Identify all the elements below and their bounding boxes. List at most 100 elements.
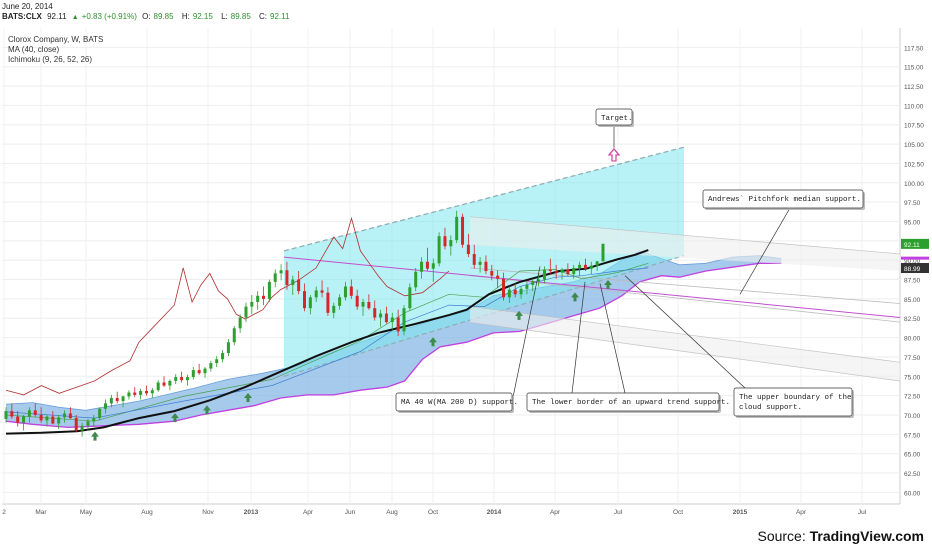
candle-body[interactable] [86, 421, 90, 426]
candle-body[interactable] [63, 413, 67, 418]
candle-body[interactable] [601, 243, 605, 262]
callout-lower-border[interactable]: The lower border of an upward trend supp… [526, 281, 730, 413]
candle-body[interactable] [343, 286, 347, 298]
candle-body[interactable] [472, 254, 476, 265]
candle-body[interactable] [496, 275, 500, 279]
candle-body[interactable] [279, 270, 283, 274]
candle-body[interactable] [554, 271, 558, 273]
candle-body[interactable] [156, 382, 160, 391]
candle-body[interactable] [121, 396, 125, 402]
candle-body[interactable] [238, 317, 242, 329]
candle-body[interactable] [250, 301, 254, 307]
candle-body[interactable] [455, 216, 459, 241]
candle-body[interactable] [537, 279, 541, 282]
candle-body[interactable] [367, 301, 371, 309]
candle-body[interactable] [185, 377, 189, 381]
candle-body[interactable] [578, 264, 582, 268]
pitchfork-line[interactable] [469, 267, 901, 304]
candle-body[interactable] [326, 292, 330, 313]
candle-body[interactable] [443, 236, 447, 247]
candle-body[interactable] [355, 295, 359, 307]
callout-ma40[interactable]: MA 40 W(MA 200 D) support. [395, 266, 541, 413]
candle-body[interactable] [449, 240, 453, 247]
pitchfork-median-line[interactable] [283, 256, 901, 318]
candle-body[interactable] [285, 270, 289, 285]
candle-body[interactable] [174, 377, 178, 381]
candle-body[interactable] [226, 342, 230, 354]
candle-body[interactable] [595, 261, 599, 266]
pitchfork-line[interactable] [469, 275, 901, 323]
candle-body[interactable] [303, 291, 306, 309]
candle-body[interactable] [162, 382, 166, 386]
channel-upper-line[interactable] [283, 146, 685, 252]
candle-body[interactable] [139, 390, 143, 395]
candle-body[interactable] [384, 313, 388, 323]
candle-body[interactable] [191, 370, 195, 378]
candle-body[interactable] [390, 317, 394, 323]
legend-ichimoku[interactable]: Ichimoku (9, 26, 52, 26) [8, 55, 92, 64]
candle-body[interactable] [490, 271, 494, 276]
candle-body[interactable] [525, 284, 529, 289]
candle-body[interactable] [10, 411, 14, 417]
symbol-label[interactable]: BATS:CLX [2, 12, 42, 21]
candle-body[interactable] [27, 410, 31, 417]
candle-body[interactable] [484, 261, 488, 272]
candle-body[interactable] [68, 413, 72, 419]
candle-body[interactable] [589, 265, 593, 269]
candle-body[interactable] [425, 261, 429, 269]
candle-body[interactable] [4, 411, 8, 419]
candle-body[interactable] [502, 278, 505, 298]
candle-body[interactable] [232, 328, 236, 343]
candle-body[interactable] [98, 408, 102, 419]
candle-body[interactable] [74, 418, 78, 431]
candle-body[interactable] [209, 363, 213, 369]
candle-body[interactable] [308, 297, 312, 309]
candle-body[interactable] [51, 416, 55, 424]
candle-body[interactable] [104, 403, 107, 409]
callout-cloud-upper[interactable]: The upper boundary of the cloud support. [624, 275, 854, 418]
candle-body[interactable] [215, 359, 219, 364]
candle-body[interactable] [80, 425, 84, 431]
candle-body[interactable] [414, 271, 418, 288]
candle-body[interactable] [373, 308, 377, 318]
candle-body[interactable] [22, 416, 26, 423]
candle-body[interactable] [332, 305, 336, 313]
candle-body[interactable] [291, 279, 295, 285]
price-chart[interactable]: Target. Andrews` Pitchfork median support… [0, 26, 932, 520]
candle-body[interactable] [542, 269, 546, 280]
candle-body[interactable] [361, 301, 365, 307]
candle-body[interactable] [420, 261, 424, 272]
candle-body[interactable] [548, 269, 552, 272]
candle-body[interactable] [168, 380, 172, 386]
candle-body[interactable] [519, 288, 523, 295]
candle-body[interactable] [560, 269, 564, 273]
candle-body[interactable] [144, 390, 148, 394]
candle-body[interactable] [221, 353, 225, 360]
ascending-channel[interactable] [284, 147, 684, 377]
candle-body[interactable] [513, 289, 517, 295]
candle-body[interactable] [461, 216, 465, 245]
legend-ma[interactable]: MA (40, close) [8, 45, 59, 54]
candle-body[interactable] [566, 269, 570, 275]
callout-pitchfork[interactable]: Andrews` Pitchfork median support. [702, 189, 865, 295]
candle-body[interactable] [338, 297, 342, 306]
candle-body[interactable] [16, 416, 20, 423]
candle-body[interactable] [267, 281, 271, 299]
candle-body[interactable] [349, 286, 353, 296]
candle-body[interactable] [115, 397, 119, 402]
candle-body[interactable] [396, 317, 400, 332]
candle-body[interactable] [583, 264, 587, 269]
candle-body[interactable] [33, 410, 37, 415]
candle-body[interactable] [133, 392, 137, 395]
candle-body[interactable] [39, 414, 43, 421]
candle-body[interactable] [197, 370, 201, 374]
candle-body[interactable] [150, 390, 154, 394]
candle-body[interactable] [57, 417, 61, 424]
candle-body[interactable] [314, 290, 318, 298]
candle-body[interactable] [320, 290, 324, 293]
candle-body[interactable] [203, 368, 207, 374]
candle-body[interactable] [273, 273, 277, 282]
candle-body[interactable] [92, 418, 96, 422]
candle-body[interactable] [572, 267, 576, 275]
tenkan-line[interactable] [5, 262, 649, 422]
